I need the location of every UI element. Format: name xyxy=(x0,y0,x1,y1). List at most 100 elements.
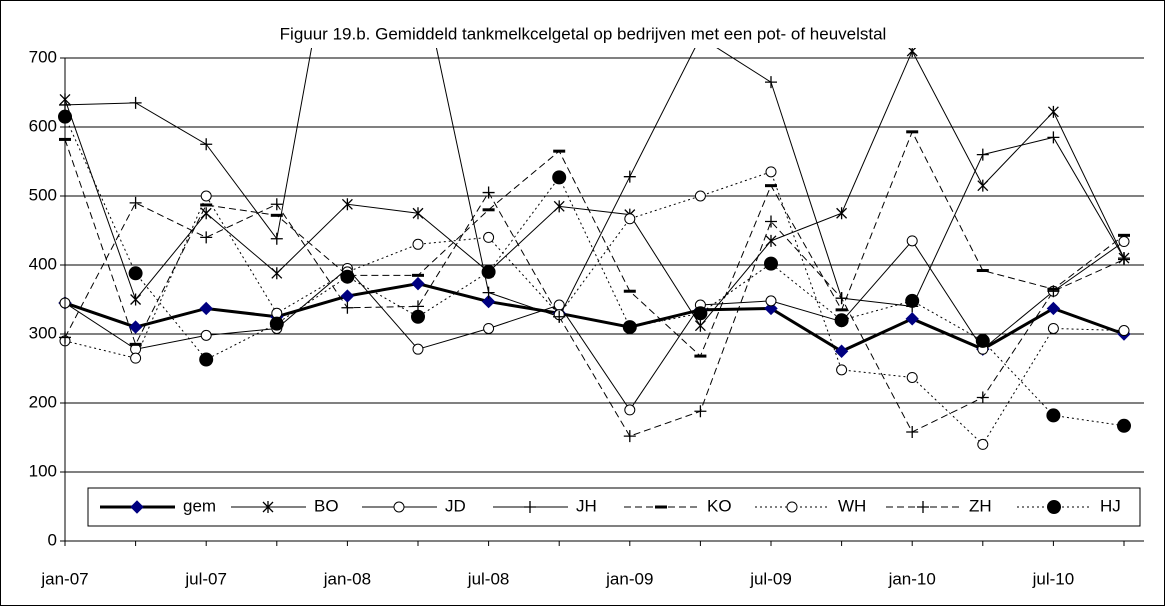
marker xyxy=(130,293,142,306)
y-tick-label: 500 xyxy=(29,185,57,204)
marker xyxy=(483,231,495,243)
marker xyxy=(128,266,143,281)
marker xyxy=(765,295,777,307)
marker xyxy=(340,269,355,284)
x-tick-label: jul-08 xyxy=(467,569,510,588)
marker xyxy=(765,215,777,228)
marker xyxy=(1047,322,1059,334)
x-tick-label: jul-09 xyxy=(749,569,792,588)
marker xyxy=(834,313,849,328)
marker xyxy=(623,430,636,443)
marker xyxy=(553,200,565,213)
title-background xyxy=(180,20,986,48)
marker xyxy=(524,501,536,513)
marker xyxy=(1118,253,1130,266)
marker xyxy=(834,344,849,358)
marker xyxy=(1047,131,1060,144)
marker xyxy=(836,207,848,220)
legend-label: ZH xyxy=(969,496,992,515)
x-tick-label: jul-10 xyxy=(1032,569,1075,588)
marker xyxy=(693,306,708,321)
marker xyxy=(270,198,283,211)
marker xyxy=(1047,285,1060,298)
marker xyxy=(977,179,989,192)
marker xyxy=(200,190,212,202)
marker xyxy=(623,170,636,183)
legend-label: JH xyxy=(576,496,597,515)
marker xyxy=(411,276,425,291)
marker xyxy=(128,320,143,334)
marker xyxy=(1046,408,1061,423)
marker xyxy=(906,425,919,438)
marker xyxy=(1046,301,1061,316)
marker xyxy=(129,96,142,109)
marker xyxy=(694,190,706,202)
x-tick-label: jan-09 xyxy=(605,569,653,588)
y-tick-label: 700 xyxy=(29,47,57,66)
marker xyxy=(905,312,919,326)
marker xyxy=(483,322,495,334)
marker xyxy=(271,267,283,280)
marker xyxy=(975,333,990,348)
series-line xyxy=(64,130,1125,357)
y-tick-label: 0 xyxy=(48,530,57,549)
legend-label: JD xyxy=(445,496,466,515)
marker xyxy=(694,319,706,332)
chart-title: Figuur 19.b. Gemiddeld tankmelkcelgetal … xyxy=(280,24,887,43)
x-tick-label: jan-08 xyxy=(323,569,371,588)
marker xyxy=(906,48,918,58)
marker xyxy=(200,207,212,220)
x-tick-label: jan-07 xyxy=(40,569,88,588)
marker xyxy=(552,170,567,185)
marker xyxy=(270,232,283,245)
marker xyxy=(622,320,637,335)
marker xyxy=(694,405,707,418)
marker xyxy=(269,316,284,331)
series-line xyxy=(64,240,1125,411)
marker xyxy=(481,264,496,279)
marker xyxy=(836,364,848,376)
marker xyxy=(1118,236,1130,248)
marker xyxy=(1117,418,1131,433)
series-line xyxy=(64,48,1125,318)
marker xyxy=(200,138,213,151)
marker xyxy=(624,213,636,225)
series-line xyxy=(64,49,1125,327)
y-tick-label: 400 xyxy=(29,254,57,273)
legend-label: WH xyxy=(838,496,866,515)
legend-label: BO xyxy=(314,496,339,515)
y-tick-label: 600 xyxy=(29,116,57,135)
marker xyxy=(765,76,777,89)
marker xyxy=(906,235,918,247)
marker xyxy=(624,404,636,416)
marker xyxy=(412,207,424,220)
marker xyxy=(199,301,213,316)
marker xyxy=(200,231,213,244)
marker xyxy=(130,500,144,514)
marker xyxy=(765,234,777,247)
marker xyxy=(553,299,565,311)
marker xyxy=(1118,325,1130,337)
marker xyxy=(262,501,274,513)
legend-label: gem xyxy=(183,496,216,515)
series-line xyxy=(64,191,1125,437)
marker xyxy=(481,294,496,309)
marker xyxy=(976,391,989,404)
legend-label: KO xyxy=(707,496,732,515)
marker xyxy=(130,352,142,364)
marker xyxy=(411,309,425,324)
marker xyxy=(482,286,495,299)
x-tick-label: jul-07 xyxy=(184,569,227,588)
y-tick-label: 200 xyxy=(29,392,57,411)
axes: 0 100 200 300 400 500 600 700 jan-07 jul-07 jan-08… xyxy=(29,47,1144,588)
marker xyxy=(341,301,354,314)
y-tick-label: 100 xyxy=(29,461,57,480)
series-line xyxy=(64,282,1125,353)
x-tick-label: jan-10 xyxy=(888,569,936,588)
marker xyxy=(1047,105,1059,118)
marker xyxy=(200,329,212,341)
marker xyxy=(199,352,214,367)
marker xyxy=(786,501,798,513)
y-tick-label: 300 xyxy=(29,323,57,342)
